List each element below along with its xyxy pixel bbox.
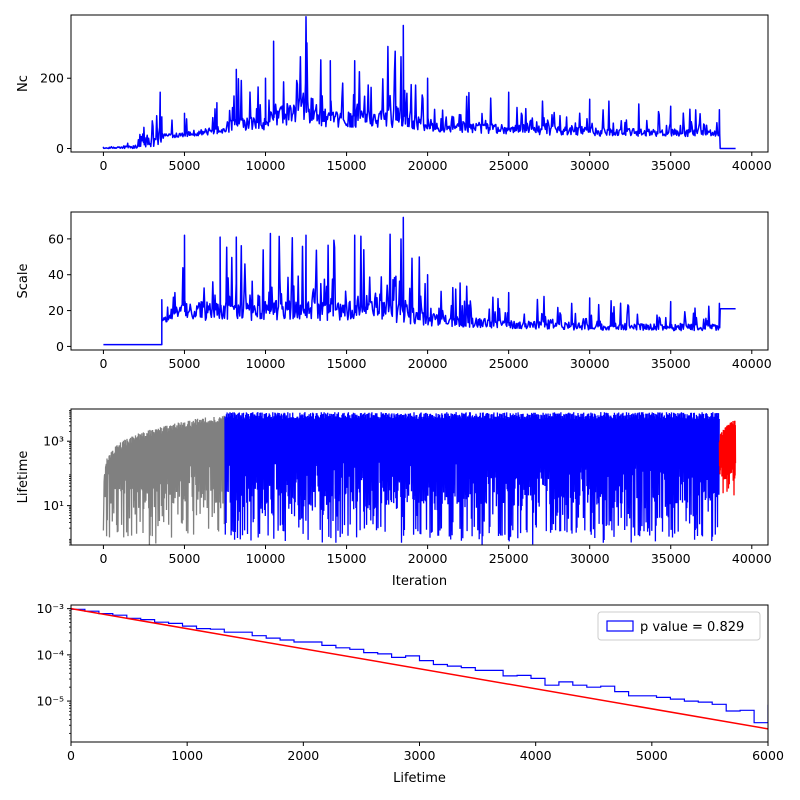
x-tick-label: 35000 (651, 551, 691, 566)
x-tick-label: 10000 (246, 551, 286, 566)
x-axis-label: Lifetime (393, 771, 446, 786)
axes-frame (70, 14, 769, 153)
series-line (102, 415, 226, 545)
chart-panel-1: 0 5000 10000 15000 20000 25000 30000 35000 40000… (16, 14, 772, 173)
x-tick-label: 20000 (408, 158, 448, 173)
y-axis-label: Scale (16, 264, 31, 299)
x-tick-label: 15000 (327, 158, 367, 173)
x-tick-label: 0 (99, 551, 107, 566)
y-tick-label: 0 (56, 141, 64, 156)
x-tick-label: 5000 (169, 356, 201, 371)
y-tick-label: 20 (48, 303, 64, 318)
legend-label: p value = 0.829 (640, 620, 744, 635)
legend: p value = 0.829 (597, 611, 761, 641)
x-tick-label: 0 (99, 356, 107, 371)
x-tick-label: 40000 (732, 356, 772, 371)
x-tick-label: 5000 (636, 748, 668, 763)
plot-area (102, 412, 737, 545)
chart-panel-2: 0 5000 10000 15000 20000 25000 30000 35000 40000… (16, 211, 772, 371)
x-tick-label: 3000 (404, 748, 436, 763)
x-tick-label: 25000 (489, 356, 529, 371)
x-axis-label: Iteration (392, 574, 447, 589)
x-tick-label: 30000 (570, 551, 610, 566)
x-tick-label: 0 (99, 158, 107, 173)
y-tick-label: 10⁻⁵ (36, 694, 64, 709)
series-line (718, 420, 737, 496)
plot-area (102, 16, 736, 150)
axes-frame (70, 408, 769, 546)
y-axis-label: Nc (16, 75, 31, 92)
x-tick-label: 10000 (246, 356, 286, 371)
x-tick-label: 25000 (489, 551, 529, 566)
legend-swatch (606, 620, 634, 632)
x-tick-label: 35000 (651, 158, 691, 173)
y-tick-label: 0 (56, 339, 64, 354)
x-tick-label: 30000 (570, 158, 610, 173)
x-tick-label: 6000 (752, 748, 784, 763)
x-tick-label: 15000 (327, 356, 367, 371)
x-tick-label: 30000 (570, 356, 610, 371)
x-tick-label: 4000 (520, 748, 552, 763)
x-tick-label: 1000 (171, 748, 203, 763)
chart-panel-3: 0 5000 10000 15000 20000 25000 30000 35000 40000… (16, 408, 772, 589)
fit-line (71, 607, 768, 730)
x-tick-label: 20000 (408, 356, 448, 371)
series-line (102, 16, 736, 150)
legend-box (597, 611, 761, 641)
axes-frame (70, 211, 769, 351)
y-tick-label: 10³ (43, 434, 64, 449)
x-tick-label: 40000 (732, 551, 772, 566)
x-tick-label: 0 (67, 748, 75, 763)
y-axis-label: Lifetime (16, 451, 31, 504)
y-tick-label: 10⁻⁴ (36, 647, 64, 662)
x-tick-label: 20000 (408, 551, 448, 566)
y-tick-label: 200 (40, 71, 64, 86)
x-tick-label: 15000 (327, 551, 367, 566)
plot-area (71, 607, 768, 730)
x-tick-label: 35000 (651, 356, 691, 371)
series-line (224, 412, 720, 545)
x-tick-label: 40000 (732, 158, 772, 173)
x-tick-label: 2000 (287, 748, 319, 763)
histogram-step (71, 608, 768, 724)
x-tick-label: 25000 (489, 158, 529, 173)
y-tick-label: 60 (48, 231, 64, 246)
series-line (103, 216, 736, 346)
x-tick-label: 10000 (246, 158, 286, 173)
chart-panel-4: 0 1000 2000 3000 4000 5000 6000 10⁻⁵ 10⁻⁴ 10⁻³ Lif… (36, 601, 784, 786)
y-tick-label: 10¹ (43, 498, 64, 513)
plot-area (103, 216, 736, 346)
x-tick-label: 5000 (169, 551, 201, 566)
y-tick-label: 10⁻³ (36, 601, 64, 616)
x-tick-label: 5000 (169, 158, 201, 173)
y-tick-label: 40 (48, 267, 64, 282)
